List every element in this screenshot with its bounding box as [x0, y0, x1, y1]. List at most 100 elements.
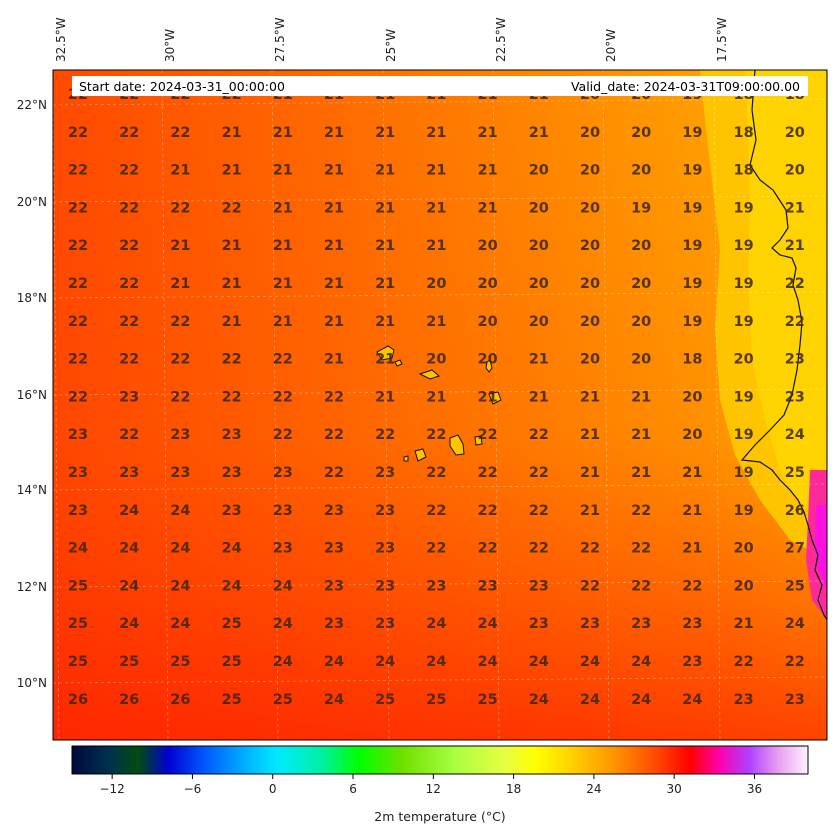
grid-value: 21	[375, 314, 395, 330]
grid-value: 21	[375, 163, 395, 179]
longitude-label: 30°W	[163, 29, 177, 62]
grid-value: 22	[273, 352, 293, 368]
grid-value: 20	[426, 352, 446, 368]
longitude-labels: 32.5°W 30°W 27.5°W 25°W 22.5°W 20°W 17.5°W	[54, 17, 729, 62]
grid-value: 24	[529, 654, 549, 670]
grid-value: 22	[119, 163, 139, 179]
grid-value: 20	[682, 389, 702, 405]
grid-value: 22	[119, 200, 139, 216]
grid-value: 23	[324, 616, 344, 632]
grid-value: 19	[734, 503, 754, 519]
grid-value: 24	[580, 692, 600, 708]
grid-value: 21	[375, 200, 395, 216]
grid-value: 20	[734, 541, 754, 557]
grid-value: 26	[68, 692, 88, 708]
grid-value: 21	[426, 200, 446, 216]
latitude-labels: 22°N 20°N 18°N 16°N 14°N 12°N 10°N	[17, 98, 47, 690]
grid-value: 21	[222, 238, 242, 254]
grid-value: 20	[478, 238, 498, 254]
island-maio	[474, 435, 483, 446]
latitude-label: 18°N	[17, 291, 47, 305]
africa-coastline	[740, 70, 827, 621]
grid-value: 21	[478, 163, 498, 179]
valid-date-text: Valid_date: 2024-03-31T09:00:00.00	[571, 79, 800, 94]
grid-value: 21	[375, 238, 395, 254]
grid-value: 24	[68, 541, 88, 557]
grid-value: 21	[324, 163, 344, 179]
colorbar-tick-label: 24	[586, 782, 601, 796]
grid-value: 19	[682, 125, 702, 141]
grid-value: 22	[426, 503, 446, 519]
colorbar-tick-label: −6	[184, 782, 202, 796]
grid-value: 19	[682, 200, 702, 216]
grid-value: 19	[682, 276, 702, 292]
colorbar-tick-label: −12	[99, 782, 124, 796]
grid-value: 22	[222, 200, 242, 216]
latitude-label: 20°N	[17, 195, 47, 209]
meridian-line	[492, 70, 500, 740]
inland-hot-core	[815, 505, 827, 590]
grid-value: 24	[682, 692, 702, 708]
grid-value: 23	[682, 654, 702, 670]
grid-value: 23	[324, 578, 344, 594]
grid-value: 24	[170, 616, 190, 632]
grid-value: 22	[222, 352, 242, 368]
grid-value: 21	[580, 389, 600, 405]
grid-value: 19	[734, 314, 754, 330]
grid-value: 23	[375, 616, 395, 632]
coastal-cold-core	[745, 70, 827, 520]
grid-value: 20	[734, 352, 754, 368]
colorbar-ramp	[71, 745, 809, 775]
grid-value: 24	[119, 616, 139, 632]
grid-value: 26	[119, 692, 139, 708]
grid-value: 21	[375, 389, 395, 405]
date-banner: Start date: 2024-03-31_00:00:00 Valid_da…	[72, 76, 808, 96]
grid-value: 22	[529, 465, 549, 481]
start-date-text: Start date: 2024-03-31_00:00:00	[79, 79, 285, 94]
grid-value: 23	[119, 465, 139, 481]
grid-value: 23	[375, 503, 395, 519]
grid-value: 22	[68, 276, 88, 292]
grid-value: 21	[529, 125, 549, 141]
grid-value: 21	[426, 389, 446, 405]
grid-value: 21	[631, 389, 651, 405]
grid-value: 25	[222, 692, 242, 708]
longitude-label: 17.5°W	[715, 17, 729, 62]
grid-value: 24	[631, 654, 651, 670]
grid-value: 21	[273, 125, 293, 141]
grid-value: 22	[273, 389, 293, 405]
grid-value: 20	[478, 314, 498, 330]
grid-value: 22	[68, 352, 88, 368]
grid-value: 20	[631, 276, 651, 292]
grid-value: 23	[68, 427, 88, 443]
grid-value: 21	[222, 314, 242, 330]
grid-value: 21	[478, 200, 498, 216]
grid-value: 21	[324, 352, 344, 368]
grid-value: 21	[580, 465, 600, 481]
grid-value: 22	[785, 276, 805, 292]
grid-value: 23	[222, 503, 242, 519]
grid-value: 22	[324, 465, 344, 481]
grid-value: 24	[478, 654, 498, 670]
grid-value: 22	[68, 389, 88, 405]
grid-value: 22	[68, 200, 88, 216]
grid-value: 19	[734, 427, 754, 443]
grid-value: 24	[170, 578, 190, 594]
grid-value: 22	[426, 541, 446, 557]
grid-value: 19	[631, 200, 651, 216]
grid-value: 21	[529, 352, 549, 368]
island-sao-nicolau	[418, 369, 440, 380]
colorbar-tick-label: 18	[506, 782, 521, 796]
grid-value: 21	[375, 352, 395, 368]
grid-value: 22	[170, 352, 190, 368]
grid-value: 24	[119, 541, 139, 557]
grid-value: 20	[631, 352, 651, 368]
grid-value: 20	[580, 163, 600, 179]
grid-value: 21	[734, 616, 754, 632]
grid-value: 21	[375, 276, 395, 292]
latitude-label: 22°N	[17, 98, 47, 112]
grid-value: 25	[68, 578, 88, 594]
grid-value: 21	[631, 427, 651, 443]
grid-value: 20	[682, 427, 702, 443]
meridian-line	[602, 70, 610, 740]
